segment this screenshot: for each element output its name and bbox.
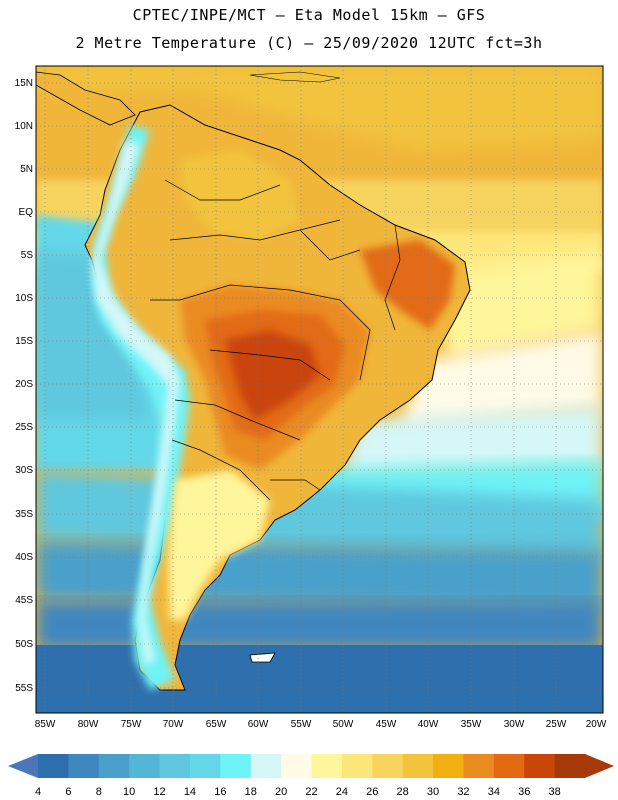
lon-label: 35W (461, 719, 482, 730)
chart-title: CPTEC/INPE/MCT — Eta Model 15km — GFS (132, 6, 486, 24)
colorbar-swatch (189, 754, 221, 778)
graticule (36, 66, 603, 713)
country-borders (150, 179, 401, 501)
lat-label: EQ (19, 207, 34, 218)
lon-label: 70W (163, 719, 184, 730)
colorbar-swatch (433, 754, 464, 778)
lon-label: 60W (248, 719, 269, 730)
colorbar-arrow-right (585, 754, 614, 778)
colorbar-swatch (220, 754, 252, 778)
colorbar-swatch (341, 754, 373, 778)
colorbar-swatch (281, 754, 312, 778)
lat-label: 20S (15, 379, 33, 390)
lat-label: 40S (15, 552, 33, 563)
colorbar-swatch (159, 754, 191, 778)
chart-subtitle: 2 Metre Temperature (C) — 25/09/2020 12U… (75, 34, 543, 52)
lat-label: 30S (15, 465, 33, 476)
lat-label: 5S (21, 250, 34, 261)
map-area (36, 66, 603, 713)
lon-label: 80W (78, 719, 99, 730)
colorbar-swatch (250, 754, 282, 778)
colorbar-tick-label: 22 (305, 786, 317, 798)
lat-label: 15S (15, 336, 33, 347)
lon-label: 50W (333, 719, 354, 730)
lat-label: 25S (15, 422, 33, 433)
colorbar-arrow-left (8, 754, 38, 778)
colorbar-swatch (554, 754, 586, 778)
lat-label: 5N (20, 164, 33, 175)
colorbar-tick-label: 26 (366, 786, 378, 798)
colorbar-tick-label: 14 (184, 786, 196, 798)
colorbar-tick-label: 12 (153, 786, 165, 798)
lon-label: 25W (546, 719, 567, 730)
colorbar-tick-label: 20 (275, 786, 287, 798)
colorbar-tick-label: 34 (488, 786, 500, 798)
colorbar-tick-label: 30 (427, 786, 439, 798)
lon-label: 30W (504, 719, 525, 730)
lon-label: 40W (418, 719, 439, 730)
lon-label: 45W (376, 719, 397, 730)
colorbar-swatch (493, 754, 525, 778)
colorbar-swatch (38, 754, 69, 778)
lat-label: 35S (15, 509, 33, 520)
lon-label: 20W (586, 719, 607, 730)
colorbar-tick-label: 38 (548, 786, 560, 798)
colorbar-tick-label: 32 (457, 786, 469, 798)
colorbar-tick-label: 10 (123, 786, 135, 798)
colorbar-swatch (129, 754, 161, 778)
latitude-axis: 15N 10N 5N EQ 5S 10S 15S 20S 25S 30S 35S… (15, 78, 34, 694)
lat-label: 15N (15, 78, 33, 89)
lat-label: 55S (15, 683, 33, 694)
colorbar-tick-label: 28 (397, 786, 409, 798)
colorbar-tick-label: 24 (336, 786, 348, 798)
colorbar-tick-label: 16 (214, 786, 226, 798)
colorbar-swatch (98, 754, 130, 778)
colorbar: 4 6 8 10 12 14 16 18 20 22 24 26 28 30 32 34 36 38 (8, 754, 614, 798)
colorbar-tick-label: 8 (96, 786, 102, 798)
colorbar-swatch (372, 754, 404, 778)
lat-label: 50S (15, 639, 33, 650)
colorbar-tick-label: 6 (65, 786, 71, 798)
lon-label: 75W (121, 719, 142, 730)
colorbar-swatch (311, 754, 343, 778)
map-frame (35, 65, 604, 714)
lat-label: 45S (15, 595, 33, 606)
lon-label: 65W (206, 719, 227, 730)
lon-label: 55W (291, 719, 312, 730)
lat-label: 10N (15, 121, 33, 132)
colorbar-swatch (463, 754, 495, 778)
longitude-axis: 85W 80W 75W 70W 65W 60W 55W 50W 45W 40W … (35, 719, 607, 730)
colorbar-tick-label: 36 (518, 786, 530, 798)
colorbar-tick-label: 18 (245, 786, 257, 798)
colorbar-swatch (68, 754, 100, 778)
lat-label: 10S (15, 293, 33, 304)
colorbar-tick-label: 4 (35, 786, 41, 798)
colorbar-swatch (524, 754, 556, 778)
lon-label: 85W (35, 719, 56, 730)
colorbar-swatch (402, 754, 434, 778)
